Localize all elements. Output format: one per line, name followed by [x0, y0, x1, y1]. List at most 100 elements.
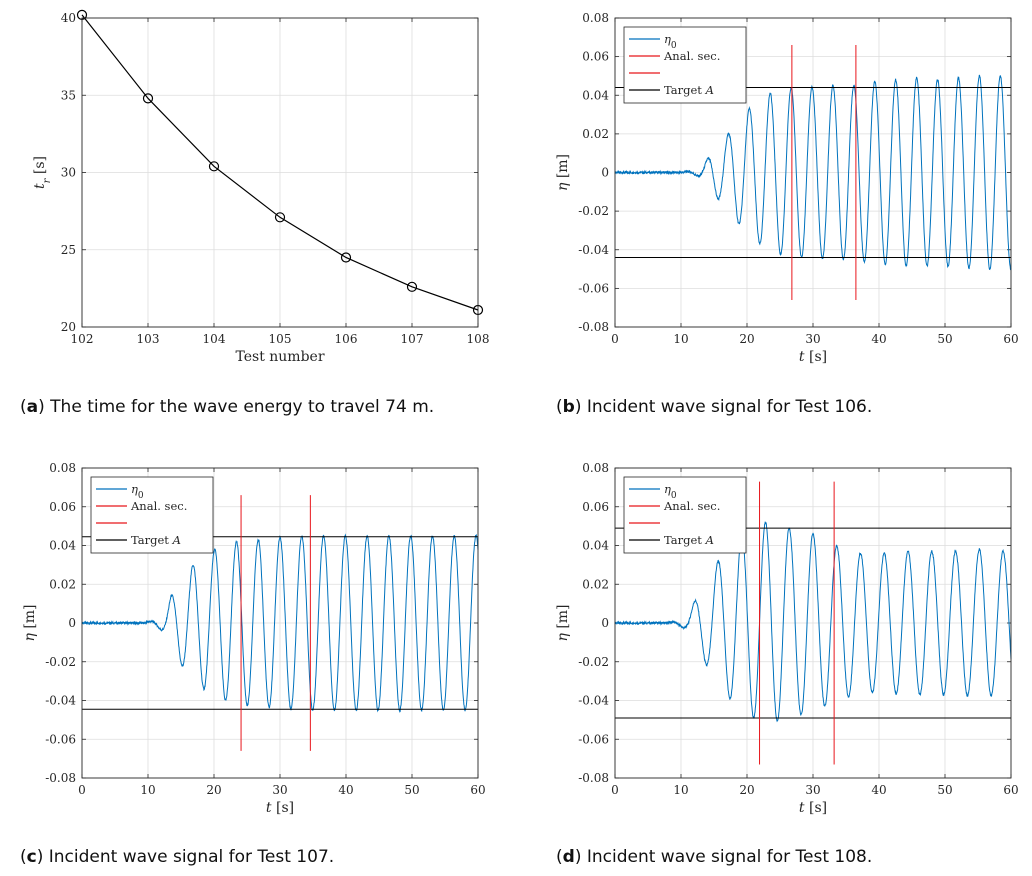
x-axis-label: t [s] — [799, 349, 827, 365]
x-tick-label: 107 — [401, 332, 424, 346]
x-tick-label: 0 — [611, 783, 619, 797]
caption-b: (b) Incident wave signal for Test 106. — [556, 397, 872, 417]
legend-label: η0 — [664, 32, 677, 51]
x-tick-label: 40 — [871, 783, 886, 797]
y-tick-label: -0.04 — [45, 694, 76, 708]
legend-label: Target A — [664, 533, 714, 547]
y-tick-label: -0.06 — [45, 732, 76, 746]
caption-c: (c) Incident wave signal for Test 107. — [20, 847, 334, 867]
y-axis-label: tr [s] — [32, 156, 53, 189]
y-tick-label: -0.04 — [578, 694, 609, 708]
y-tick-label: 0.06 — [49, 500, 76, 514]
x-tick-label: 60 — [470, 783, 485, 797]
x-axis-label: Test number — [235, 349, 324, 365]
axes-box — [614, 17, 1012, 328]
y-tick-label: 30 — [61, 166, 76, 180]
data-point — [406, 281, 418, 292]
y-tick-label: 0.08 — [582, 11, 609, 25]
x-tick-label: 103 — [137, 332, 160, 346]
legend-label: Anal. sec. — [663, 49, 720, 63]
chart-panel-a: 102 103 104 105 106 107 108 20 25 30 35 40 Test numb… — [32, 9, 490, 365]
y-tick-label: 0.02 — [582, 127, 609, 141]
chart-panel-c: 0 10 20 30 40 50 60 -0.08 -0.06 -0.04 -0.02 0 0.02 0.… — [22, 461, 486, 816]
x-tick-label: 30 — [805, 783, 820, 797]
x-tick-label: 10 — [673, 332, 688, 346]
x-tick-label: 30 — [805, 332, 820, 346]
chart-panel-d: 0 10 20 30 40 50 60 -0.08 -0.06 -0.04 -0.02 0 0.02 0.… — [555, 461, 1019, 816]
x-tick-label: 50 — [937, 332, 952, 346]
data-point — [208, 161, 220, 172]
data-point — [142, 93, 154, 104]
legend-label: Target A — [664, 83, 714, 97]
x-tick-label: 104 — [203, 332, 226, 346]
legend-label: Anal. sec. — [663, 499, 720, 513]
x-tick-label: 60 — [1003, 783, 1018, 797]
y-tick-label: 40 — [61, 11, 76, 25]
y-tick-label: 0.04 — [582, 539, 609, 553]
y-tick-label: 0.06 — [582, 50, 609, 64]
x-tick-label: 10 — [673, 783, 688, 797]
y-tick-label: -0.08 — [45, 771, 76, 785]
y-tick-label: 0.08 — [49, 461, 76, 475]
data-point — [340, 252, 352, 263]
caption-a: (a) The time for the wave energy to trav… — [20, 397, 434, 417]
y-tick-label: -0.08 — [578, 320, 609, 334]
y-tick-label: 0.02 — [49, 577, 76, 591]
x-tick-label: 40 — [338, 783, 353, 797]
x-tick-label: 105 — [269, 332, 292, 346]
series-eta0 — [614, 521, 1012, 723]
x-axis-label: t [s] — [266, 800, 294, 816]
legend-label: Anal. sec. — [130, 499, 187, 513]
y-tick-label: 0.06 — [582, 500, 609, 514]
y-tick-label: -0.02 — [578, 655, 609, 669]
legend-label: η0 — [131, 482, 144, 501]
x-tick-label: 0 — [78, 783, 86, 797]
y-tick-label: -0.06 — [578, 732, 609, 746]
y-tick-label: 0.04 — [49, 539, 76, 553]
y-tick-label: -0.04 — [578, 243, 609, 257]
y-axis-label: η [m] — [555, 154, 571, 191]
x-tick-label: 108 — [467, 332, 490, 346]
x-tick-label: 50 — [404, 783, 419, 797]
x-tick-label: 10 — [140, 783, 155, 797]
x-tick-label: 102 — [71, 332, 94, 346]
data-point — [274, 212, 286, 223]
caption-d: (d) Incident wave signal for Test 108. — [556, 847, 872, 867]
y-tick-label: -0.06 — [578, 281, 609, 295]
x-tick-label: 40 — [871, 332, 886, 346]
y-tick-label: 0.02 — [582, 577, 609, 591]
x-tick-label: 60 — [1003, 332, 1018, 346]
y-tick-label: -0.08 — [578, 771, 609, 785]
y-tick-label: -0.02 — [578, 204, 609, 218]
legend-label: Target A — [131, 533, 181, 547]
y-tick-label: 0 — [68, 616, 76, 630]
x-tick-label: 30 — [272, 783, 287, 797]
axes-box — [81, 17, 479, 328]
x-tick-label: 20 — [206, 783, 221, 797]
y-axis-label: η [m] — [555, 604, 571, 641]
chart-panel-b: 0 10 20 30 40 50 60 -0.08 -0.06 -0.04 -0.02 0 0.02 0.… — [555, 11, 1019, 365]
x-tick-label: 20 — [739, 783, 754, 797]
y-tick-label: 0.04 — [582, 88, 609, 102]
y-tick-label: 0 — [601, 166, 609, 180]
y-tick-label: -0.02 — [45, 655, 76, 669]
x-tick-label: 0 — [611, 332, 619, 346]
axes-box — [614, 467, 1012, 779]
x-tick-label: 106 — [335, 332, 358, 346]
x-tick-label: 20 — [739, 332, 754, 346]
y-tick-label: 0.08 — [582, 461, 609, 475]
y-tick-label: 0 — [601, 616, 609, 630]
y-tick-label: 35 — [61, 88, 76, 102]
x-axis-label: t [s] — [799, 800, 827, 816]
y-axis-label: η [m] — [22, 604, 38, 641]
legend-label: η0 — [664, 482, 677, 501]
series-line — [81, 14, 479, 311]
y-tick-label: 20 — [61, 320, 76, 334]
x-tick-label: 50 — [937, 783, 952, 797]
series-eta0 — [614, 74, 1012, 271]
axes-box — [81, 467, 479, 779]
